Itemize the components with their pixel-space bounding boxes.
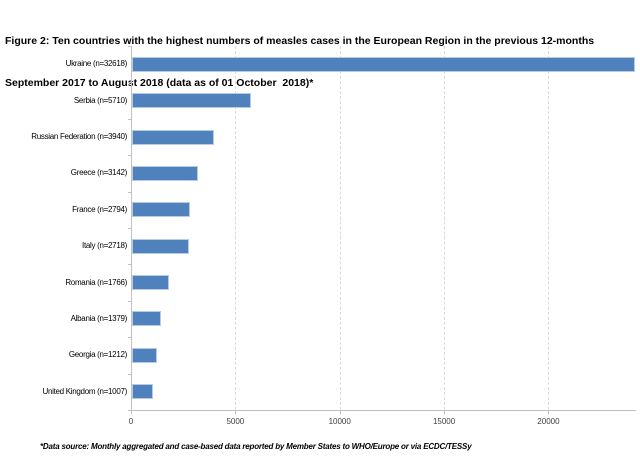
bar [132,311,161,326]
bar [132,384,153,399]
y-axis-tick [128,228,131,229]
data-source-footnote: *Data source: Monthly aggregated and cas… [40,442,472,451]
x-axis-tick-5000 [235,410,237,414]
category-label: Italy (n=2718) [82,241,127,250]
category-label: United Kingdom (n=1007) [42,387,128,396]
figure-title: Figure 2: Ten countries with the highest… [5,6,639,118]
x-axis-tick-10000 [339,410,341,414]
category-label: France (n=2794) [72,205,127,214]
gridline-15000 [444,46,446,410]
gridline-10000 [339,46,341,410]
y-axis-line [131,46,132,410]
x-axis-tick-label: 20000 [537,417,560,426]
bar [132,202,190,217]
category-label: Serbia (n=5710) [73,96,127,105]
bar [132,348,157,363]
y-axis-tick [128,410,131,411]
gridline-20000 [548,46,550,410]
y-axis-tick [128,264,131,265]
x-axis-line [129,410,636,411]
bar [132,93,251,108]
x-axis-tick-15000 [444,410,446,414]
x-axis-tick-label: 0 [128,417,134,426]
category-label: Ukraine (n=32618) [65,59,128,68]
category-label: Romania (n=1766) [65,278,127,287]
y-axis-tick [128,374,131,375]
category-label: Georgia (n=1212) [68,350,127,359]
category-label: Albania (n=1379) [70,314,128,323]
bar [132,239,189,254]
bar [132,57,635,72]
x-axis-tick-label: 15000 [432,417,456,426]
y-axis-tick [128,82,131,83]
y-axis-tick [128,337,131,338]
bar [132,130,214,145]
y-axis-tick [128,46,131,47]
category-label: Greece (n=3142) [70,168,128,177]
gridline-5000 [235,46,237,410]
category-label: Russian Federation (n=3940) [31,132,127,141]
bar [132,166,198,181]
y-axis-tick [128,119,131,120]
y-axis-tick [128,301,131,302]
x-axis-tick-0 [131,410,132,414]
x-axis-tick-label: 5000 [226,417,245,426]
y-axis-tick [128,192,131,193]
figure-title-line-1: Figure 2: Ten countries with the highest… [5,35,595,47]
x-axis-tick-20000 [548,410,550,414]
figure-title-line-2: September 2017 to August 2018 (data as o… [5,77,314,89]
y-axis-tick [128,155,131,156]
x-axis-tick-label: 10000 [328,417,351,426]
bar [132,275,169,290]
